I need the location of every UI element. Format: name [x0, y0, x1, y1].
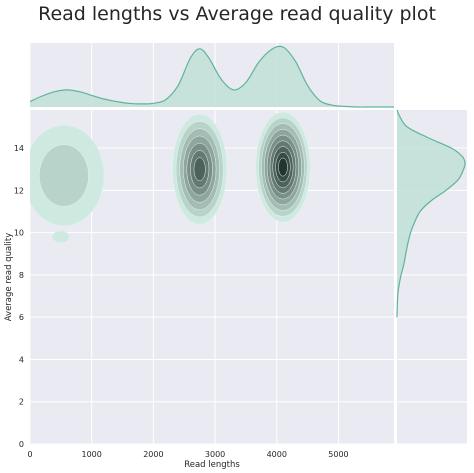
x-axis-ticks: 0 1000 2000 3000 4000 5000 — [27, 450, 348, 459]
kde-cluster — [255, 111, 311, 223]
y-axis-label: Average read quality — [4, 233, 14, 322]
marginal-y-density-line — [396, 109, 466, 318]
y-tick-label: 0 — [19, 440, 24, 449]
kde-contour-level — [51, 230, 70, 244]
x-axis-label: Read lengths — [184, 460, 240, 470]
kde-cluster — [172, 113, 228, 225]
y-tick-label: 2 — [19, 398, 24, 407]
y-axis-ticks: 0 2 4 6 8 10 12 14 — [14, 144, 24, 449]
y-tick-label: 6 — [19, 313, 24, 322]
joint-panel — [29, 110, 394, 445]
x-tick-label: 0 — [27, 450, 32, 459]
joint-kde-contours — [30, 111, 311, 244]
y-tick-label: 4 — [19, 355, 24, 364]
marginal-y-density-area — [397, 110, 466, 318]
x-tick-label: 1000 — [82, 450, 102, 459]
x-tick-label: 5000 — [328, 450, 348, 459]
kde-cluster — [51, 230, 70, 244]
y-tick-label: 10 — [14, 229, 24, 238]
x-tick-label: 3000 — [205, 450, 225, 459]
kde-cluster — [30, 125, 105, 226]
y-tick-label: 8 — [19, 271, 24, 280]
y-tick-label: 14 — [14, 144, 24, 153]
marginal-x-panel — [29, 43, 394, 108]
x-tick-label: 4000 — [267, 450, 287, 459]
marginal-y-panel — [396, 109, 467, 445]
x-tick-label: 2000 — [143, 450, 163, 459]
kde-contour-level — [278, 157, 288, 177]
chart-title: Read lengths vs Average read quality plo… — [38, 3, 436, 25]
marginal-x-density-line — [29, 45, 394, 108]
kde-contour-level — [193, 157, 206, 182]
kde-contour-level — [39, 144, 89, 207]
marginal-x-density-area — [30, 46, 394, 108]
y-tick-label: 12 — [14, 186, 24, 195]
